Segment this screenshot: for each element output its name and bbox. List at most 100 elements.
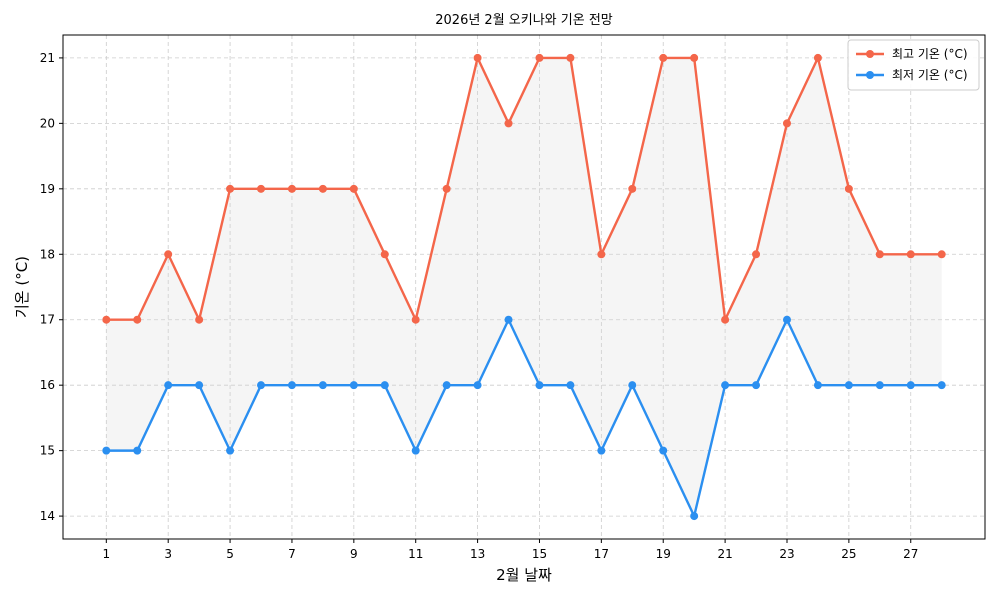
fill-between-band	[106, 57, 942, 517]
y-tick-label: 21	[40, 51, 55, 65]
data-point	[473, 53, 482, 62]
series-low	[102, 315, 946, 521]
x-axis-title: 2월 날짜	[496, 566, 552, 584]
legend-box	[847, 39, 980, 91]
x-tick-label: 1	[102, 547, 110, 561]
data-point	[844, 381, 853, 390]
data-point	[226, 184, 235, 193]
x-tick-label: 21	[717, 547, 732, 561]
fill-between-area	[106, 57, 942, 517]
x-tick-label: 27	[903, 547, 918, 561]
x-tick-label: 23	[779, 547, 794, 561]
data-point	[844, 184, 853, 193]
data-point	[164, 381, 173, 390]
y-axis-title: 기온 (°C)	[13, 256, 31, 318]
data-point	[473, 381, 482, 390]
x-tick-label: 15	[532, 547, 547, 561]
chart-title: 2026년 2월 오키나와 기온 전망	[435, 13, 613, 28]
data-point	[566, 53, 575, 62]
data-point	[535, 381, 544, 390]
y-axis-ticks: 14 15 16 17 18 19 20 21	[40, 51, 63, 523]
y-tick-label: 19	[40, 182, 55, 196]
data-point	[411, 315, 420, 324]
data-point	[782, 119, 791, 128]
y-tick-label: 17	[40, 313, 55, 327]
series-high	[102, 53, 946, 324]
data-point	[535, 53, 544, 62]
data-point	[937, 250, 946, 259]
data-point	[813, 381, 822, 390]
data-point	[813, 53, 822, 62]
data-point	[752, 381, 761, 390]
data-point	[906, 250, 915, 259]
series-line	[106, 318, 942, 518]
data-point	[597, 250, 606, 259]
y-tick-label: 15	[40, 444, 55, 458]
data-point	[102, 446, 111, 455]
data-point	[442, 381, 451, 390]
data-point	[380, 381, 389, 390]
legend-item: 최저 기온 (°C)	[856, 68, 968, 82]
legend-label: 최고 기온 (°C)	[892, 47, 968, 61]
legend-swatch-marker	[866, 71, 874, 79]
x-tick-label: 5	[226, 547, 234, 561]
x-tick-label: 9	[350, 547, 358, 561]
data-point	[318, 381, 327, 390]
x-tick-label: 7	[288, 547, 296, 561]
data-point	[349, 381, 358, 390]
data-point	[102, 315, 111, 324]
y-tick-label: 20	[40, 116, 55, 130]
legend-label: 최저 기온 (°C)	[892, 68, 968, 82]
data-point	[133, 446, 142, 455]
x-tick-label: 13	[470, 547, 485, 561]
legend-swatch-marker	[866, 50, 874, 58]
data-point	[133, 315, 142, 324]
data-point	[318, 184, 327, 193]
data-point	[906, 381, 915, 390]
x-tick-label: 19	[656, 547, 671, 561]
series-line	[106, 56, 942, 321]
y-tick-label: 14	[40, 509, 55, 523]
grid	[63, 35, 985, 539]
x-tick-label: 25	[841, 547, 856, 561]
data-point	[195, 381, 204, 390]
data-point	[349, 184, 358, 193]
x-tick-label: 11	[408, 547, 423, 561]
data-point	[226, 446, 235, 455]
legend-item: 최고 기온 (°C)	[856, 47, 968, 61]
data-point	[875, 250, 884, 259]
data-point	[782, 315, 791, 324]
data-point	[659, 446, 668, 455]
legend: 최고 기온 (°C) 최저 기온 (°C)	[847, 39, 980, 91]
data-point	[195, 315, 204, 324]
data-point	[566, 381, 575, 390]
plot-frame	[62, 34, 986, 540]
series-layer	[102, 53, 946, 521]
data-point	[504, 315, 513, 324]
x-tick-label: 17	[594, 547, 609, 561]
data-point	[721, 315, 730, 324]
data-point	[257, 381, 266, 390]
data-point	[257, 184, 266, 193]
data-point	[875, 381, 884, 390]
data-point	[721, 381, 730, 390]
data-point	[937, 381, 946, 390]
data-point	[659, 53, 668, 62]
data-point	[690, 512, 699, 521]
x-axis-ticks: 1 3 5 7 9 11 13 15 17 19 21 23 25 27	[102, 539, 918, 561]
data-point	[752, 250, 761, 259]
data-point	[287, 381, 296, 390]
data-point	[628, 184, 637, 193]
data-point	[442, 184, 451, 193]
data-point	[411, 446, 420, 455]
data-point	[504, 119, 513, 128]
data-point	[628, 381, 637, 390]
y-tick-label: 16	[40, 378, 55, 392]
data-point	[164, 250, 173, 259]
x-tick-label: 3	[164, 547, 172, 561]
data-point	[287, 184, 296, 193]
data-point	[690, 53, 699, 62]
data-point	[380, 250, 389, 259]
y-tick-label: 18	[40, 247, 55, 261]
